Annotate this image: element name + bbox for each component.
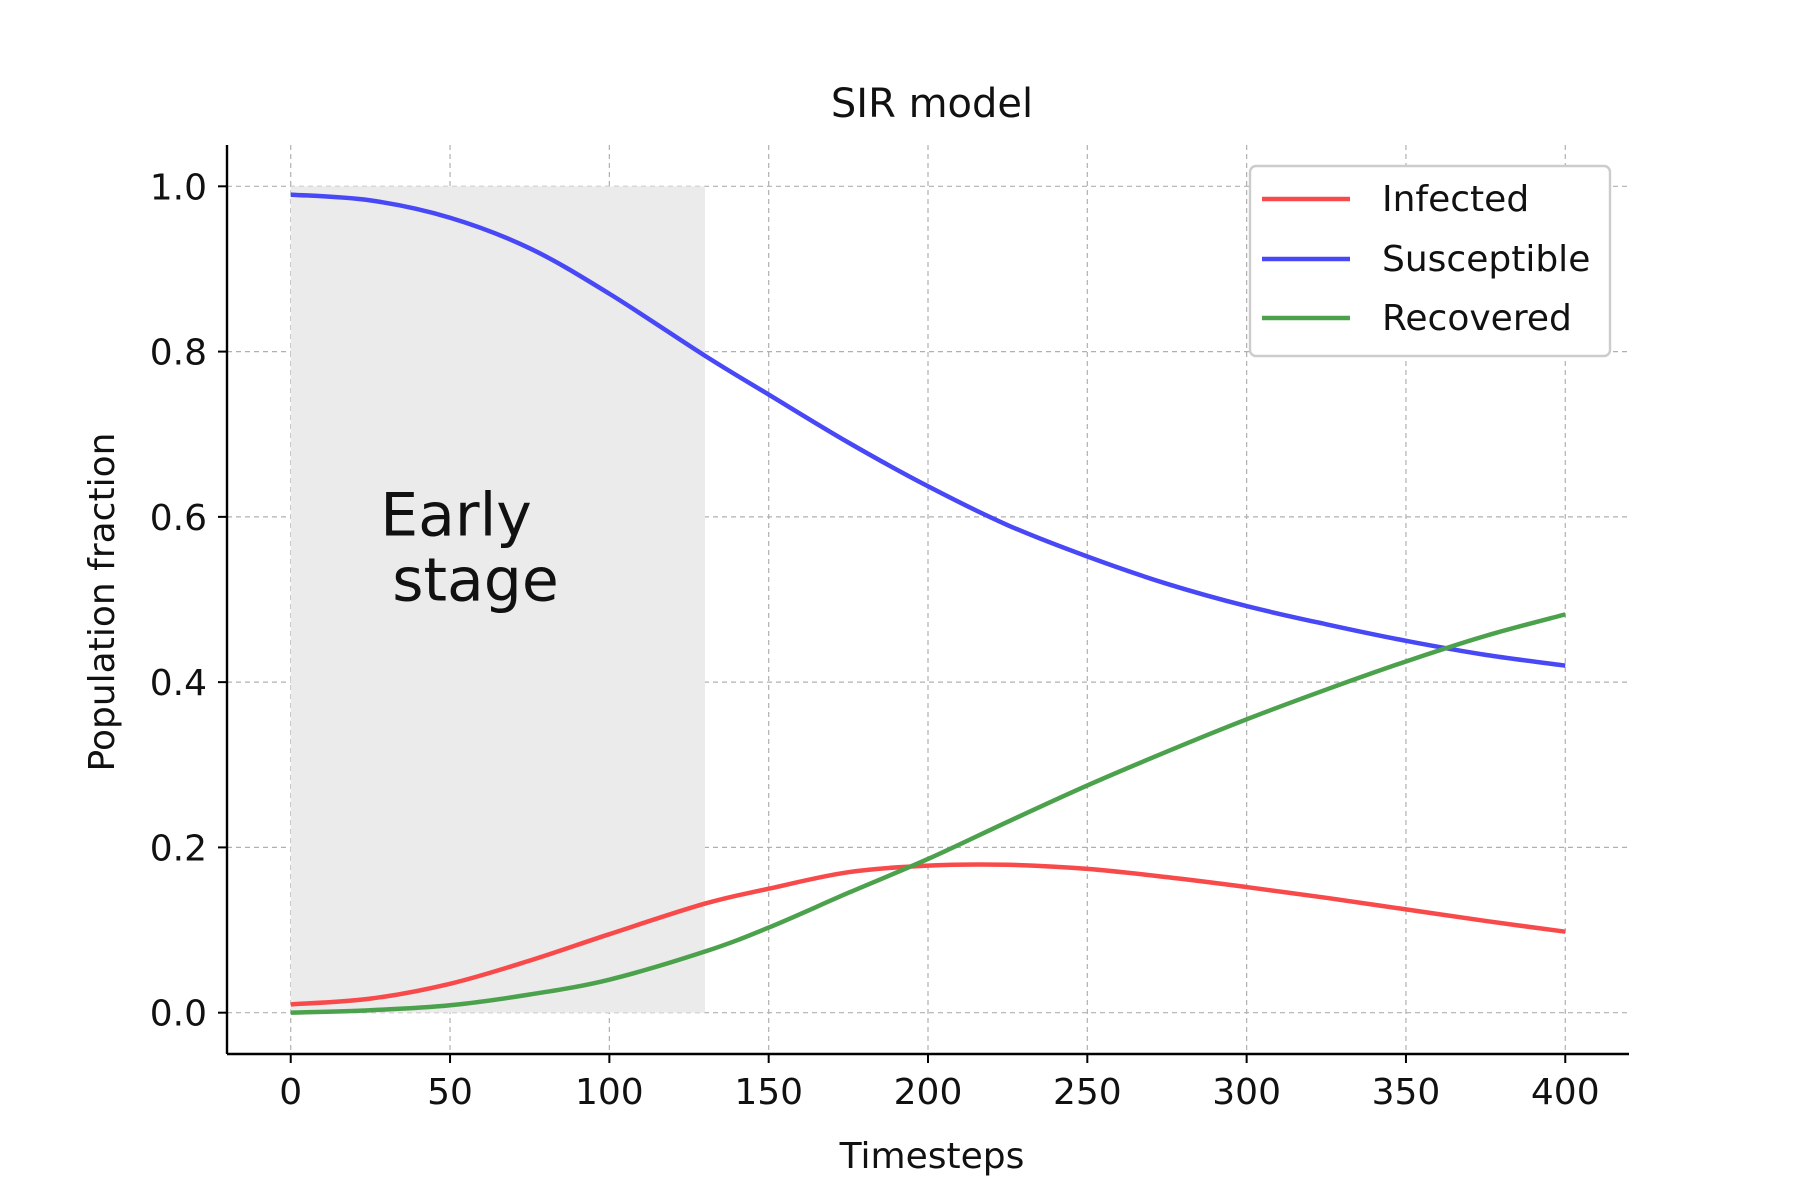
- y-tick-label: 0.8: [150, 333, 207, 374]
- chart-title: SIR model: [831, 81, 1033, 127]
- legend-frame: [1248, 164, 1612, 358]
- annotation-line-1: Early: [380, 481, 532, 551]
- y-tick-label: 0.0: [150, 994, 207, 1035]
- y-tick-label: 0.4: [150, 663, 207, 704]
- legend-label-infected: Infected: [1382, 179, 1529, 220]
- x-tick-label: 250: [1053, 1072, 1122, 1113]
- x-tick-label: 0: [279, 1072, 302, 1113]
- axes-layer: 0 50 100 150 200 250 300 350 400 0.0 0.2 0.4 0.6 0.8 1…: [150, 145, 1629, 1113]
- y-tick-label: 0.2: [150, 828, 207, 869]
- x-tick-label: 300: [1212, 1072, 1281, 1113]
- legend: Infected Susceptible Recovered: [1248, 164, 1612, 358]
- x-tick-label: 400: [1531, 1072, 1600, 1113]
- x-tick-label: 350: [1372, 1072, 1441, 1113]
- series-line-recovered: [290, 612, 1566, 1015]
- y-axis-label: Population fraction: [82, 433, 123, 772]
- x-axis-label: Timesteps: [839, 1136, 1025, 1177]
- early-stage-annotation: Early stage: [380, 481, 559, 616]
- y-tick-label: 0.6: [150, 498, 207, 539]
- y-tick-label: 1.0: [150, 167, 207, 208]
- series-layer: [290, 192, 1566, 1015]
- x-tick-label: 50: [427, 1072, 473, 1113]
- legend-label-recovered: Recovered: [1382, 298, 1572, 339]
- early-stage-region: [290, 186, 705, 1013]
- legend-label-susceptible: Susceptible: [1382, 239, 1590, 280]
- x-tick-label: 200: [894, 1072, 963, 1113]
- x-tick-label: 100: [575, 1072, 644, 1113]
- x-tick-label: 150: [734, 1072, 803, 1113]
- series-line-susceptible: [290, 192, 1566, 668]
- annotation-line-2: stage: [392, 546, 559, 616]
